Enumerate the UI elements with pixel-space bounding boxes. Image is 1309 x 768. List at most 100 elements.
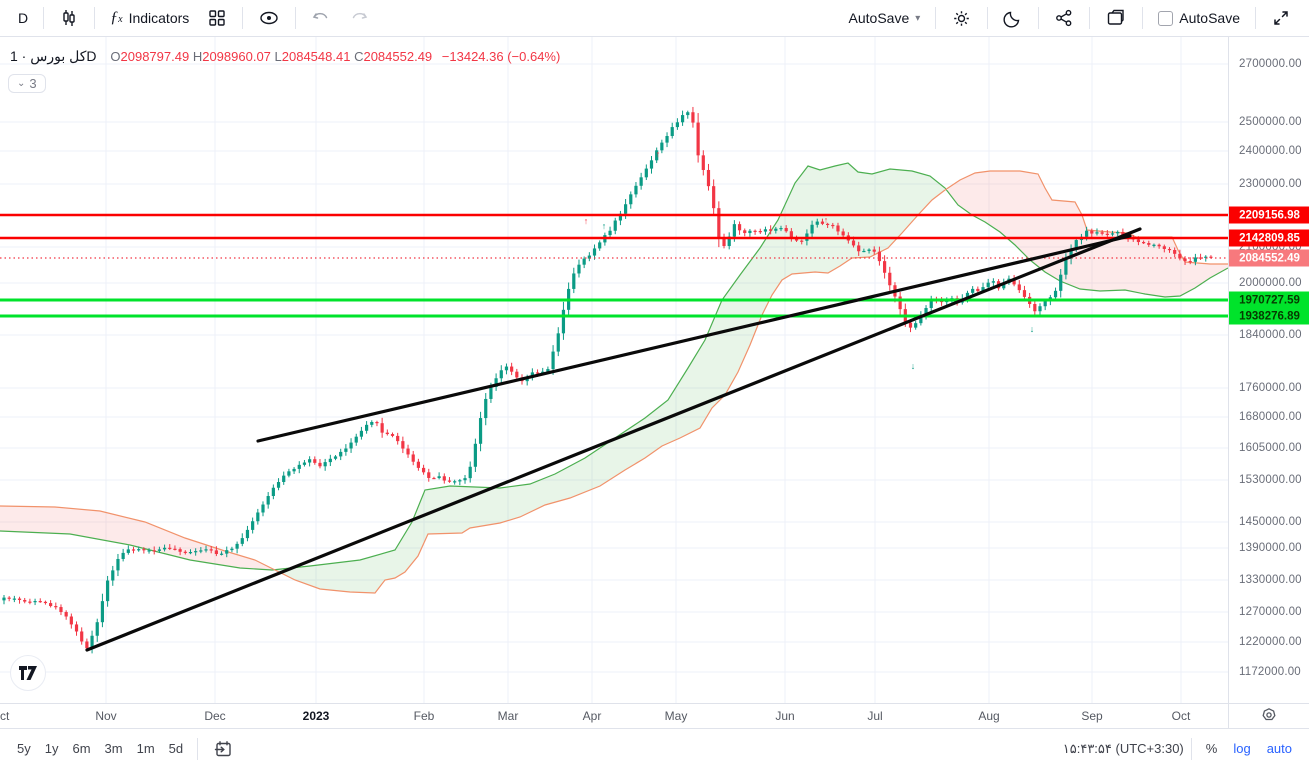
chart-style-button[interactable] <box>51 5 87 31</box>
signal-marker: ↓ <box>1030 324 1035 334</box>
autosave-checkbox-label: AutoSave <box>1179 10 1240 26</box>
percent-scale-button[interactable]: % <box>1205 741 1218 756</box>
ichimoku-cloud-bullish <box>276 163 944 593</box>
signal-marker: ↑ <box>602 221 607 231</box>
separator <box>43 7 45 29</box>
separator <box>1190 737 1192 760</box>
time-axis-label: Mar <box>497 709 519 723</box>
eye-icon <box>258 8 280 28</box>
time-axis-label: Aug <box>978 709 1000 723</box>
price-axis-label: 2500000.00 <box>1239 116 1302 128</box>
range-buttons: 5y 1y 6m 3m 1m 5d <box>10 736 241 762</box>
trend-line[interactable] <box>256 234 1132 443</box>
range-button-6m[interactable]: 6m <box>72 741 91 756</box>
interval-label: D <box>18 10 29 26</box>
time-axis[interactable]: Oct Nov Dec 2023 Feb Mar Apr May Jun Jul Aug Sep Oct <box>0 703 1228 728</box>
separator <box>935 7 937 29</box>
price-axis[interactable]: 2700000.00 2500000.00 2400000.00 2300000.00… <box>1228 37 1309 703</box>
range-button-5d[interactable]: 5d <box>168 741 184 756</box>
fullscreen-button[interactable] <box>1263 5 1299 31</box>
range-button-1y[interactable]: 1y <box>44 741 59 756</box>
low-value: 2084548.41 <box>281 49 351 64</box>
ohlc-values: O2098797.49 H2098960.07 L2084548.41 C208… <box>110 49 560 64</box>
open-value: 2098797.49 <box>120 49 190 64</box>
calendar-arrow-icon <box>213 739 233 759</box>
time-axis-label: Jun <box>775 709 795 723</box>
low-key: L <box>274 49 282 64</box>
time-axis-label: Sep <box>1081 709 1103 723</box>
moon-icon <box>1003 8 1023 28</box>
axis-settings-corner[interactable] <box>1228 703 1309 728</box>
share-button[interactable] <box>1046 5 1082 31</box>
share-icon <box>1054 8 1074 28</box>
candlesticks <box>2 106 1213 654</box>
separator <box>1089 7 1091 29</box>
scale-controls: ۱۵:۴۳:۵۴ (UTC+3:30) % log auto <box>1063 737 1299 760</box>
symbol-legend[interactable]: کل بورس · 1D O2098797.49 H2098960.07 L20… <box>10 48 560 65</box>
interval-button[interactable]: D <box>10 7 36 29</box>
session-clock[interactable]: ۱۵:۴۳:۵۴ (UTC+3:30) <box>1062 740 1184 756</box>
scale-settings-icon[interactable] <box>1261 707 1277 726</box>
publish-icon <box>1105 8 1127 28</box>
range-button-1m[interactable]: 1m <box>136 741 155 756</box>
signal-marker: ↑ <box>584 216 589 226</box>
autosave-checkbox[interactable] <box>1158 10 1174 26</box>
time-axis-label: 2023 <box>302 709 330 723</box>
separator <box>987 7 989 29</box>
separator <box>1038 7 1040 29</box>
time-axis-label: Jul <box>867 709 883 723</box>
price-axis-label: 2000000.00 <box>1239 277 1302 289</box>
time-axis-label: Oct <box>0 709 10 723</box>
support-price-badge: 1970727.59 <box>1229 291 1309 309</box>
chart-pane[interactable]: ↑ ↑ ↑ ↑ ↓ ↓ کل بورس · 1D O2098797.49 H2098960… <box>0 0 1228 703</box>
undo-button[interactable] <box>303 6 339 30</box>
layout-button[interactable] <box>199 5 235 31</box>
price-axis-label: 2400000.00 <box>1239 145 1302 157</box>
senkou-span-a-line <box>0 162 1228 571</box>
close-value: 2084552.49 <box>363 49 433 64</box>
top-toolbar: D ƒx Indicators AutoSave ▾ <box>0 0 1309 37</box>
price-axis-label: 1680000.00 <box>1239 411 1302 423</box>
price-chart-canvas[interactable]: ↑ ↑ ↑ ↑ ↓ ↓ <box>0 0 1228 703</box>
time-axis-label: Apr <box>582 709 602 723</box>
close-key: C <box>354 49 364 64</box>
candlestick-icon <box>59 8 79 28</box>
visibility-button[interactable] <box>250 5 288 31</box>
log-scale-button[interactable]: log <box>1233 741 1251 756</box>
resistance-price-badge: 2142809.85 <box>1229 229 1309 247</box>
support-price-badge: 1938276.89 <box>1229 307 1309 325</box>
time-axis-label: Nov <box>95 709 117 723</box>
symbol-title[interactable]: کل بورس · 1D <box>10 48 97 64</box>
auto-scale-button[interactable]: auto <box>1266 741 1292 756</box>
time-axis-label: Oct <box>1171 709 1191 723</box>
publish-button[interactable] <box>1097 5 1135 31</box>
autosave-menu-label: AutoSave <box>848 10 910 26</box>
time-axis-label: Dec <box>204 709 226 723</box>
trend-line[interactable] <box>85 227 1142 652</box>
redo-button[interactable] <box>341 6 377 30</box>
indicator-collapse-button[interactable]: ⌄ 3 <box>8 74 46 93</box>
signal-marker: ↑ <box>656 149 661 159</box>
range-button-3m[interactable]: 3m <box>104 741 123 756</box>
separator <box>295 7 297 29</box>
price-axis-label: 1605000.00 <box>1239 442 1302 454</box>
autosave-checkbox-row[interactable]: AutoSave <box>1150 7 1248 29</box>
go-to-date-button[interactable] <box>205 736 241 762</box>
undo-icon <box>311 9 331 27</box>
price-axis-label: 1390000.00 <box>1239 542 1302 554</box>
autosave-menu[interactable]: AutoSave ▾ <box>841 7 929 29</box>
price-axis-label: 1270000.00 <box>1239 606 1302 618</box>
price-axis-label: 1450000.00 <box>1239 516 1302 528</box>
indicators-label: Indicators <box>128 10 190 26</box>
top-toolbar-left: D ƒx Indicators <box>10 5 377 31</box>
price-axis-label: 1172000.00 <box>1239 666 1301 678</box>
settings-button[interactable] <box>943 5 980 32</box>
open-key: O <box>110 49 121 64</box>
tradingview-logo[interactable] <box>10 655 46 691</box>
range-button-5y[interactable]: 5y <box>17 741 31 756</box>
time-axis-label: Feb <box>413 709 435 723</box>
indicators-button[interactable]: ƒx Indicators <box>102 6 197 30</box>
price-axis-label: 1530000.00 <box>1239 474 1302 486</box>
dark-mode-toggle[interactable] <box>995 5 1031 31</box>
price-axis-label: 2700000.00 <box>1239 58 1302 70</box>
